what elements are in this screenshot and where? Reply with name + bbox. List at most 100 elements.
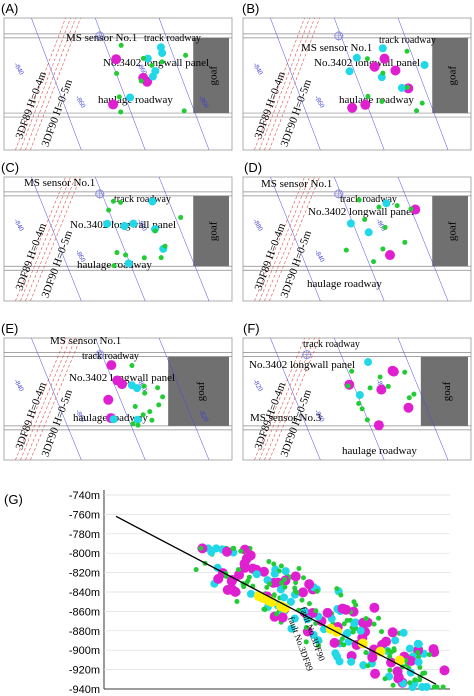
event-small (159, 59, 165, 65)
scatter-point (280, 593, 289, 602)
longwall-panel-label: No.3402 longwall panel (249, 359, 355, 371)
scatter-point (399, 628, 408, 637)
scatter-point (407, 680, 413, 686)
y-tick-label: -780m (69, 529, 100, 541)
panel-label: (G) (4, 492, 23, 507)
event-small (155, 385, 161, 391)
event-small (404, 84, 410, 90)
event-medium (346, 219, 355, 228)
fault-line (264, 17, 315, 151)
scatter-point (241, 584, 247, 590)
event-large (108, 99, 119, 110)
ms-sensor-label: MS sensor No.1 (301, 42, 372, 54)
longwall-panel-label: No.3402 longwall panel (69, 372, 175, 384)
ms-sensor-label: MS sensor No.3 (250, 412, 322, 424)
ms-sensor-label: MS sensor No.1 (24, 177, 95, 189)
scatter-point (379, 629, 385, 635)
scatter-point (227, 575, 238, 586)
goaf-area (420, 356, 468, 426)
fault-line (254, 176, 305, 302)
event-medium (397, 83, 406, 92)
scatter-point (414, 658, 423, 667)
event-medium (133, 415, 142, 424)
contour-line (333, 176, 385, 302)
event-small (379, 99, 385, 105)
scatter-point (363, 650, 369, 656)
scatter-point (245, 578, 251, 584)
event-small (114, 250, 120, 256)
event-small (123, 252, 129, 258)
scatter-point (371, 621, 377, 627)
scatter-point (313, 608, 319, 614)
event-small (135, 422, 141, 428)
event-small (140, 55, 146, 61)
fault-line (20, 337, 71, 461)
goaf-label: goaf (441, 381, 453, 401)
scatter-point (227, 584, 238, 595)
event-large (410, 204, 421, 215)
scatter-point-yellow (279, 602, 290, 613)
panel-label: (F) (243, 321, 260, 336)
scatter-point (329, 637, 340, 648)
fault-line (25, 17, 76, 151)
scatter-point (440, 684, 446, 690)
scatter-point (238, 548, 244, 554)
event-small (158, 255, 164, 261)
scatter-point (439, 665, 450, 676)
scatter-point (340, 604, 351, 615)
contour-line (158, 337, 210, 461)
scatter-point-yellow (394, 655, 405, 666)
event-medium (148, 197, 157, 206)
scatter-point (376, 615, 382, 621)
scatter-point (212, 544, 221, 553)
scatter-point (422, 670, 428, 676)
event-medium (420, 60, 429, 69)
event-small (382, 224, 388, 230)
event-small (345, 383, 351, 389)
contour-line (397, 176, 449, 302)
haulage-roadway-label: haulage roadway (307, 278, 382, 290)
scatter-point (234, 598, 240, 604)
y-tick-label: -880m (69, 626, 100, 638)
longwall-panel-label: No.3402 longwall panel (308, 206, 414, 218)
fault-line (25, 337, 76, 461)
scatter-point (264, 584, 270, 590)
event-small (160, 394, 166, 400)
scatter-point (296, 565, 302, 571)
event-large (390, 65, 401, 76)
event-medium (352, 53, 361, 62)
y-tick-label: -920m (69, 665, 100, 677)
scatter-point (388, 649, 394, 655)
event-small (359, 406, 365, 412)
event-medium (132, 384, 141, 393)
event-large (360, 99, 371, 110)
scatter-point (303, 639, 309, 645)
fault-line (254, 337, 305, 461)
event-small (118, 199, 124, 205)
event-large (388, 366, 399, 377)
scatter-point (193, 567, 199, 573)
scatter-point (286, 597, 295, 606)
scatter-point (314, 588, 320, 594)
event-small (411, 391, 417, 397)
haulage-roadway-label: haulage roadway (342, 445, 417, 457)
scatter-point-yellow (253, 591, 264, 602)
fault-line (30, 17, 81, 151)
track-roadway-label: track roadway (340, 194, 397, 205)
scatter-point (258, 566, 269, 577)
event-small (371, 259, 377, 265)
contour-line (158, 17, 210, 151)
scatter-point (341, 642, 347, 648)
longwall-panel-label: No.3402 longwall panel (103, 57, 209, 69)
event-small (152, 228, 158, 234)
event-large (347, 102, 358, 113)
fault-line (254, 17, 305, 151)
fault-line (259, 176, 310, 302)
scatter-point (341, 621, 347, 627)
scatter-point (344, 617, 350, 623)
scatter-point (390, 682, 396, 688)
contour-line (94, 17, 146, 151)
ms-sensor-label: MS sensor No.1 (261, 178, 332, 190)
event-small (362, 217, 368, 223)
goaf-label: goaf (447, 221, 459, 241)
